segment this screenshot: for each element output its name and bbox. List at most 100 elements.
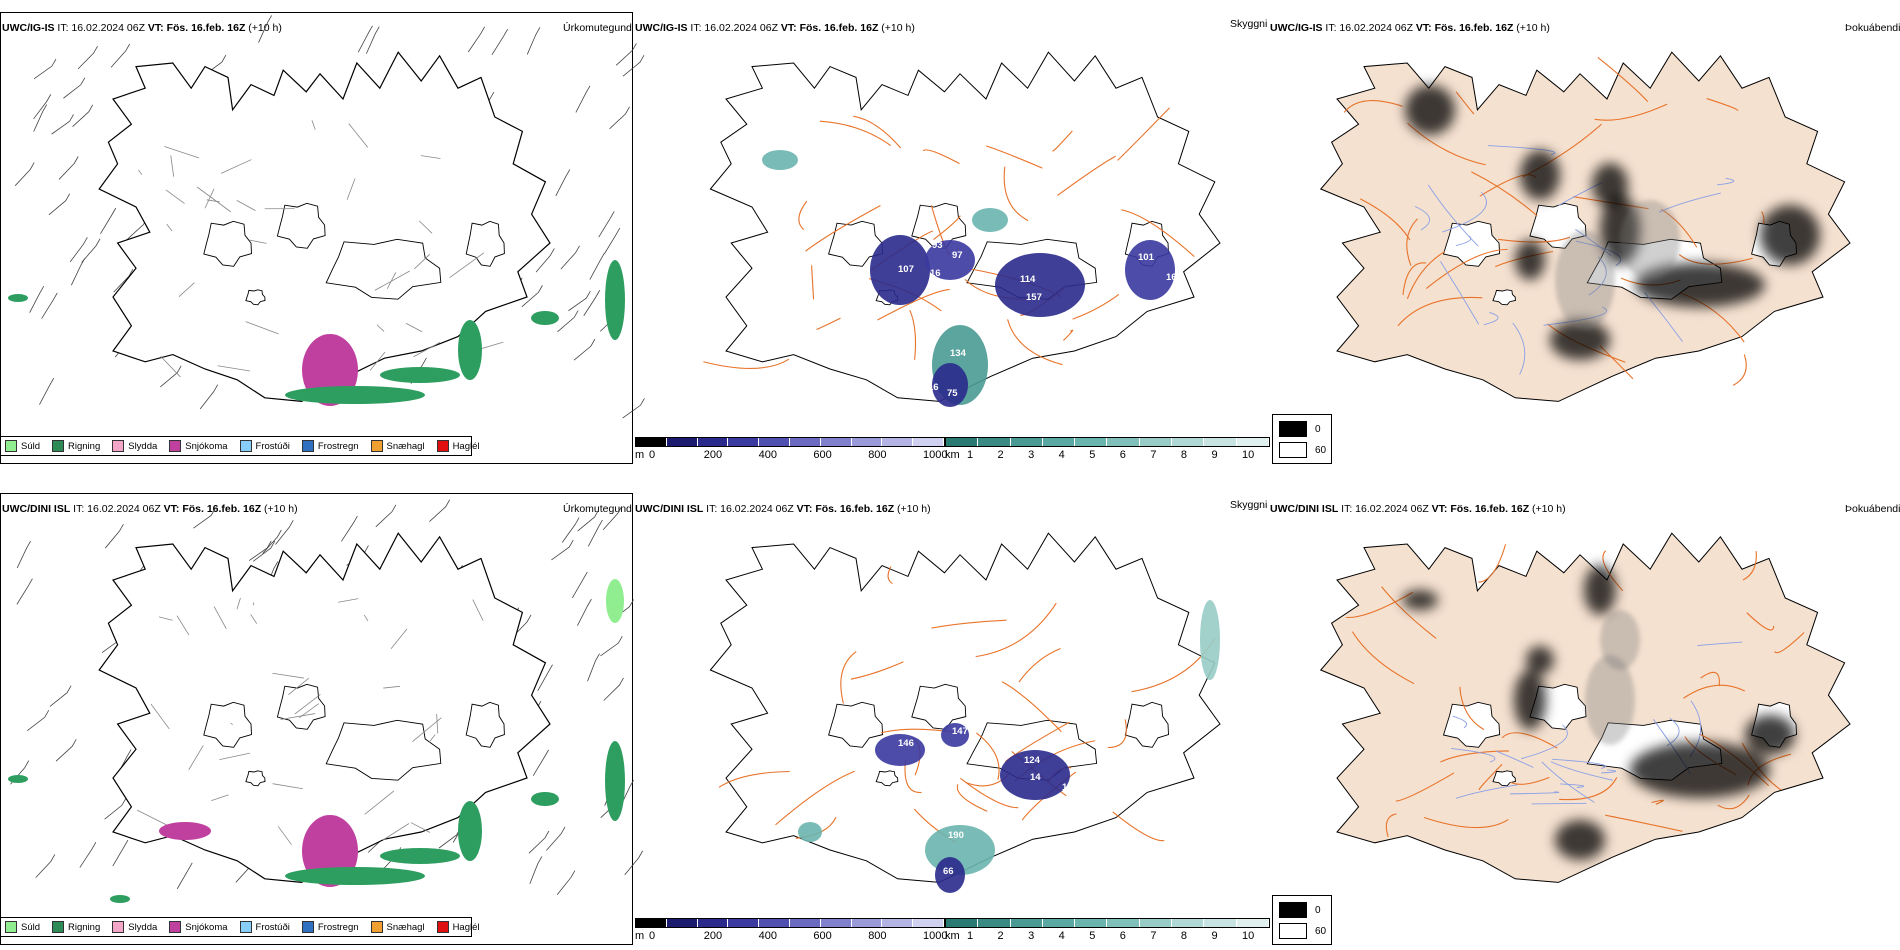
road bbox=[1455, 91, 1475, 115]
colorbar-bin bbox=[978, 919, 1011, 927]
wind-barb bbox=[365, 26, 380, 54]
road bbox=[985, 145, 1043, 169]
wind-barb bbox=[51, 114, 74, 135]
colorbar-bin bbox=[697, 919, 729, 927]
fog-legend-top: 0 60 bbox=[1272, 414, 1332, 464]
fog-blob bbox=[1600, 610, 1640, 670]
legend-item: Frostúði bbox=[239, 440, 290, 452]
road bbox=[1007, 319, 1063, 366]
road bbox=[718, 770, 790, 788]
colorbar-bin bbox=[697, 438, 729, 446]
visibility-label: 190 bbox=[948, 830, 964, 841]
glacier-outline bbox=[828, 220, 884, 267]
fog-blob bbox=[1620, 200, 1680, 280]
wind-barb bbox=[609, 106, 630, 130]
wind-barb bbox=[598, 211, 615, 238]
visibility-label: 75 bbox=[947, 388, 958, 399]
colorbar-bin bbox=[1139, 438, 1173, 446]
iceland-map bbox=[98, 532, 551, 884]
legend-item: Snæhagl bbox=[370, 440, 425, 452]
lead-time: (+10 h) bbox=[264, 503, 298, 515]
fog-legend-max: 60 bbox=[1315, 444, 1327, 456]
legend-item: Frostúði bbox=[239, 921, 290, 933]
wind-barb bbox=[41, 292, 58, 319]
wind-barb bbox=[624, 850, 643, 876]
colorbar-tick: 400 bbox=[758, 449, 777, 461]
colorbar-tick: 2 bbox=[997, 930, 1004, 942]
road bbox=[277, 826, 292, 845]
fog-label-top: Þokuábendi bbox=[1845, 22, 1900, 34]
colorbar-tick: 600 bbox=[813, 930, 832, 942]
legend-item: Haglél bbox=[436, 440, 480, 452]
road bbox=[1063, 329, 1074, 341]
road bbox=[1774, 632, 1805, 654]
legend-item: Snæhagl bbox=[370, 921, 425, 933]
wind-barb bbox=[33, 58, 57, 80]
rain-area bbox=[605, 741, 625, 821]
glacier-outline bbox=[203, 701, 252, 748]
wind-barb bbox=[587, 519, 603, 547]
colorbar-tick: 200 bbox=[703, 930, 723, 942]
colorbar-bin bbox=[728, 919, 760, 927]
drizzle-area bbox=[606, 579, 624, 623]
road bbox=[798, 200, 808, 231]
road bbox=[850, 661, 904, 680]
model-name: UWC/DINI ISL bbox=[2, 503, 71, 515]
ceiling-area bbox=[875, 734, 925, 766]
iceland-map bbox=[1319, 51, 1851, 402]
road bbox=[150, 703, 170, 730]
legend-label: Frostúði bbox=[255, 440, 290, 452]
road bbox=[1107, 719, 1127, 749]
legend-label: Snjókoma bbox=[185, 440, 228, 452]
road bbox=[1057, 155, 1116, 196]
road bbox=[413, 342, 441, 358]
precip-legend-bottom: Súld Rigning Slydda Snjókoma Frostúði Frostre… bbox=[0, 917, 480, 937]
visibility-label: 97 bbox=[952, 250, 963, 261]
wind-barb bbox=[546, 826, 566, 851]
ceiling-area bbox=[798, 822, 822, 842]
wind-barb bbox=[491, 28, 508, 56]
ceiling-area bbox=[972, 208, 1008, 232]
colorbar-bin bbox=[1204, 438, 1237, 446]
road bbox=[346, 178, 356, 200]
fog-blob bbox=[1630, 742, 1770, 798]
fog-blob bbox=[1514, 670, 1546, 730]
road bbox=[1423, 816, 1509, 829]
fog-legend-min: 0 bbox=[1315, 904, 1321, 916]
wind-barb bbox=[341, 515, 358, 542]
glacier-outline bbox=[276, 683, 326, 730]
visibility-label: 16 bbox=[1166, 272, 1177, 283]
road bbox=[1683, 684, 1746, 699]
glacier-outline bbox=[1492, 289, 1516, 306]
visibility-colorbar-bottom: km 1 2 3 4 5 6 7 8 9 10 bbox=[945, 918, 1270, 948]
river bbox=[1550, 761, 1613, 781]
wind-barb bbox=[622, 398, 645, 419]
wind-barb bbox=[583, 290, 601, 316]
wind-barb bbox=[604, 227, 621, 255]
wind-barb bbox=[16, 540, 31, 569]
legend-item: Frostregn bbox=[301, 440, 359, 452]
road bbox=[138, 169, 143, 175]
valid-time: VT: Fös. 16.feb. 16Z bbox=[780, 22, 879, 34]
colorbar-bin bbox=[1042, 438, 1076, 446]
road bbox=[1510, 776, 1550, 785]
wind-barb bbox=[100, 207, 117, 235]
road bbox=[1425, 248, 1508, 289]
river bbox=[1531, 802, 1587, 805]
wind-barb bbox=[199, 384, 219, 410]
snow-area bbox=[159, 822, 211, 840]
colorbar-bin bbox=[1172, 438, 1205, 446]
lead-time: (+10 h) bbox=[1532, 503, 1566, 515]
rain-area bbox=[531, 311, 559, 325]
legend-label: Slydda bbox=[128, 440, 158, 452]
road bbox=[428, 734, 436, 743]
fog-legend-bottom: 0 60 bbox=[1272, 895, 1332, 945]
colorbar-tick: 9 bbox=[1211, 930, 1218, 942]
fog-blob bbox=[1555, 820, 1605, 860]
legend-swatch bbox=[370, 921, 383, 933]
wind-barb bbox=[258, 15, 272, 43]
road bbox=[1717, 794, 1750, 810]
wind-barb bbox=[561, 517, 580, 543]
model-name: UWC/IG-IS bbox=[635, 22, 688, 34]
river bbox=[1455, 784, 1518, 799]
